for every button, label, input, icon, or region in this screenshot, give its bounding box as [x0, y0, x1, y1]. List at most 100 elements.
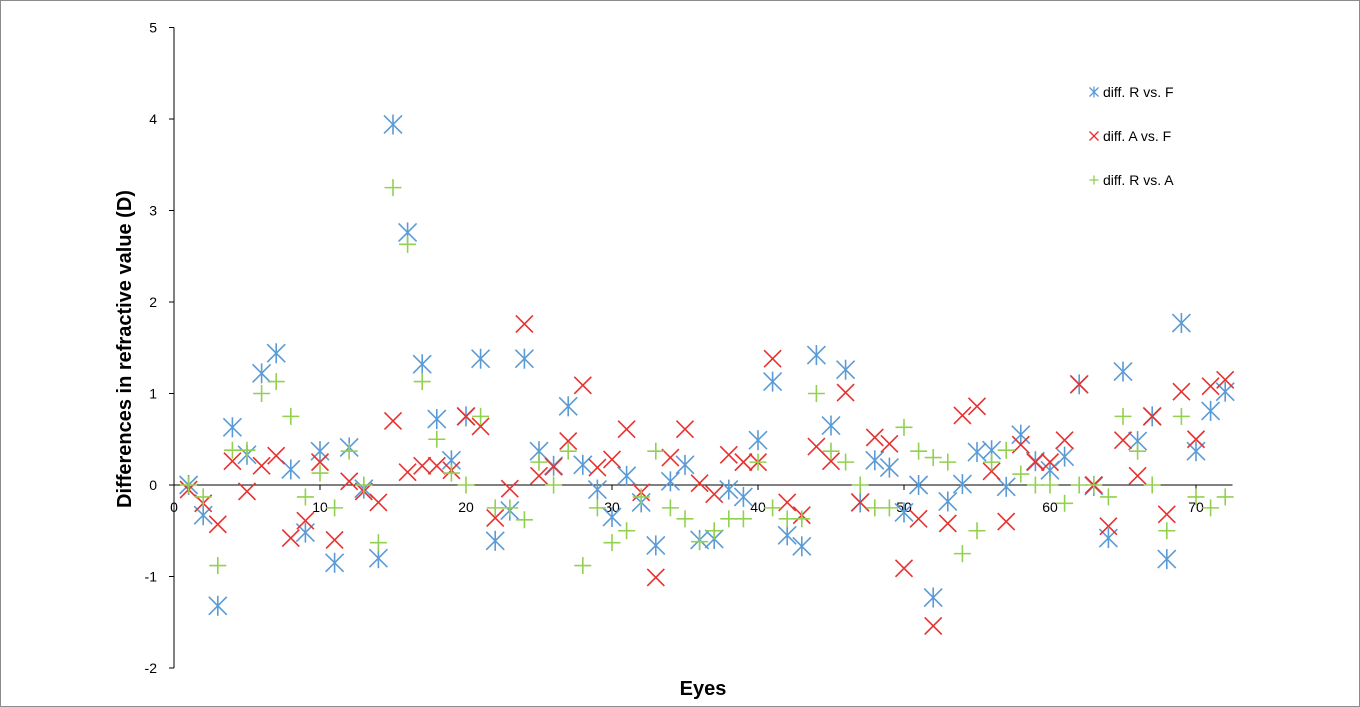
marker-stroke: [325, 530, 344, 549]
data-point: [952, 474, 972, 495]
data-point: [545, 476, 563, 494]
data-point: [237, 482, 257, 501]
marker-stroke: [909, 509, 928, 528]
data-point: [953, 406, 972, 425]
data-point: [617, 465, 637, 486]
data-point: [340, 472, 359, 491]
data-point: [733, 486, 753, 507]
marker-stroke: [1186, 430, 1206, 449]
data-point: [486, 508, 505, 528]
marker-stroke: [1070, 375, 1089, 394]
legend-marker: [1089, 86, 1099, 98]
data-point: [1041, 476, 1059, 494]
data-point: [529, 466, 549, 485]
data-point: [996, 476, 1016, 497]
marker-stroke: [1089, 131, 1099, 141]
data-point: [778, 510, 796, 528]
data-point: [1070, 375, 1089, 394]
data-point: [1055, 431, 1074, 450]
data-point: [705, 485, 724, 504]
data-point: [325, 530, 344, 549]
data-point: [748, 430, 768, 451]
data-point: [326, 499, 344, 517]
data-point: [238, 441, 256, 459]
data-point: [822, 442, 840, 460]
data-point: [763, 349, 782, 368]
data-point: [486, 499, 504, 517]
marker-stroke: [719, 445, 738, 464]
data-point: [1011, 424, 1031, 445]
data-point: [383, 114, 403, 135]
data-point: [193, 505, 213, 526]
data-point: [836, 383, 855, 402]
data-point: [719, 445, 738, 464]
marker-stroke: [573, 376, 592, 395]
data-point: [223, 452, 242, 471]
marker-stroke: [763, 349, 782, 368]
data-point: [398, 463, 417, 482]
x-tick-label: 60: [1042, 499, 1058, 515]
marker-stroke: [471, 417, 490, 436]
data-point: [325, 552, 345, 573]
marker-stroke: [880, 434, 899, 453]
data-point: [472, 407, 490, 425]
marker-stroke: [778, 493, 797, 512]
data-point: [573, 454, 593, 475]
series-1: [179, 114, 1235, 616]
data-point: [1085, 476, 1103, 494]
marker-stroke: [500, 479, 519, 498]
data-point: [428, 430, 446, 448]
marker-stroke: [821, 452, 841, 471]
marker-stroke: [1055, 431, 1074, 450]
data-point: [500, 479, 519, 498]
marker-stroke: [1172, 382, 1191, 401]
data-point: [1215, 381, 1235, 402]
data-point: [1113, 361, 1133, 382]
legend-label: diff. R vs. A: [1103, 172, 1174, 188]
marker-stroke: [851, 493, 870, 512]
data-point: [719, 479, 739, 500]
data-point: [588, 499, 606, 517]
legend-item: diff. R vs. A: [1089, 172, 1174, 188]
data-point: [1128, 466, 1147, 485]
data-point: [1114, 407, 1132, 425]
marker-stroke: [456, 407, 476, 426]
data-point: [646, 568, 665, 587]
marker-stroke: [675, 420, 695, 439]
data-point: [821, 452, 841, 471]
series-2: [179, 314, 1235, 635]
data-point: [252, 363, 272, 384]
y-axis-title: Differences in refractive value (D): [114, 190, 136, 508]
data-point: [369, 493, 388, 512]
data-point: [457, 476, 475, 494]
data-point: [412, 354, 432, 375]
data-point: [501, 499, 519, 517]
marker-stroke: [208, 515, 227, 534]
data-point: [295, 522, 315, 543]
data-point: [1099, 488, 1117, 506]
x-tick-label: 0: [170, 499, 178, 515]
data-point: [851, 476, 869, 494]
data-point: [573, 376, 592, 395]
data-point: [558, 396, 578, 417]
data-point: [208, 595, 228, 616]
data-point: [691, 533, 709, 551]
data-point: [1056, 494, 1074, 512]
data-point: [456, 407, 476, 426]
marker-stroke: [865, 428, 884, 447]
x-axis-title: Eyes: [680, 678, 727, 700]
data-point: [1143, 476, 1161, 494]
marker-stroke: [267, 446, 286, 465]
data-point: [399, 235, 417, 253]
data-point: [675, 454, 695, 475]
data-point: [763, 371, 783, 392]
data-point: [676, 510, 694, 528]
data-point: [661, 448, 680, 467]
data-point: [427, 456, 446, 475]
data-point: [383, 411, 403, 431]
data-point: [559, 432, 578, 451]
data-point: [793, 510, 811, 528]
data-point: [530, 453, 548, 471]
data-point: [1201, 377, 1220, 396]
data-point: [427, 409, 447, 430]
